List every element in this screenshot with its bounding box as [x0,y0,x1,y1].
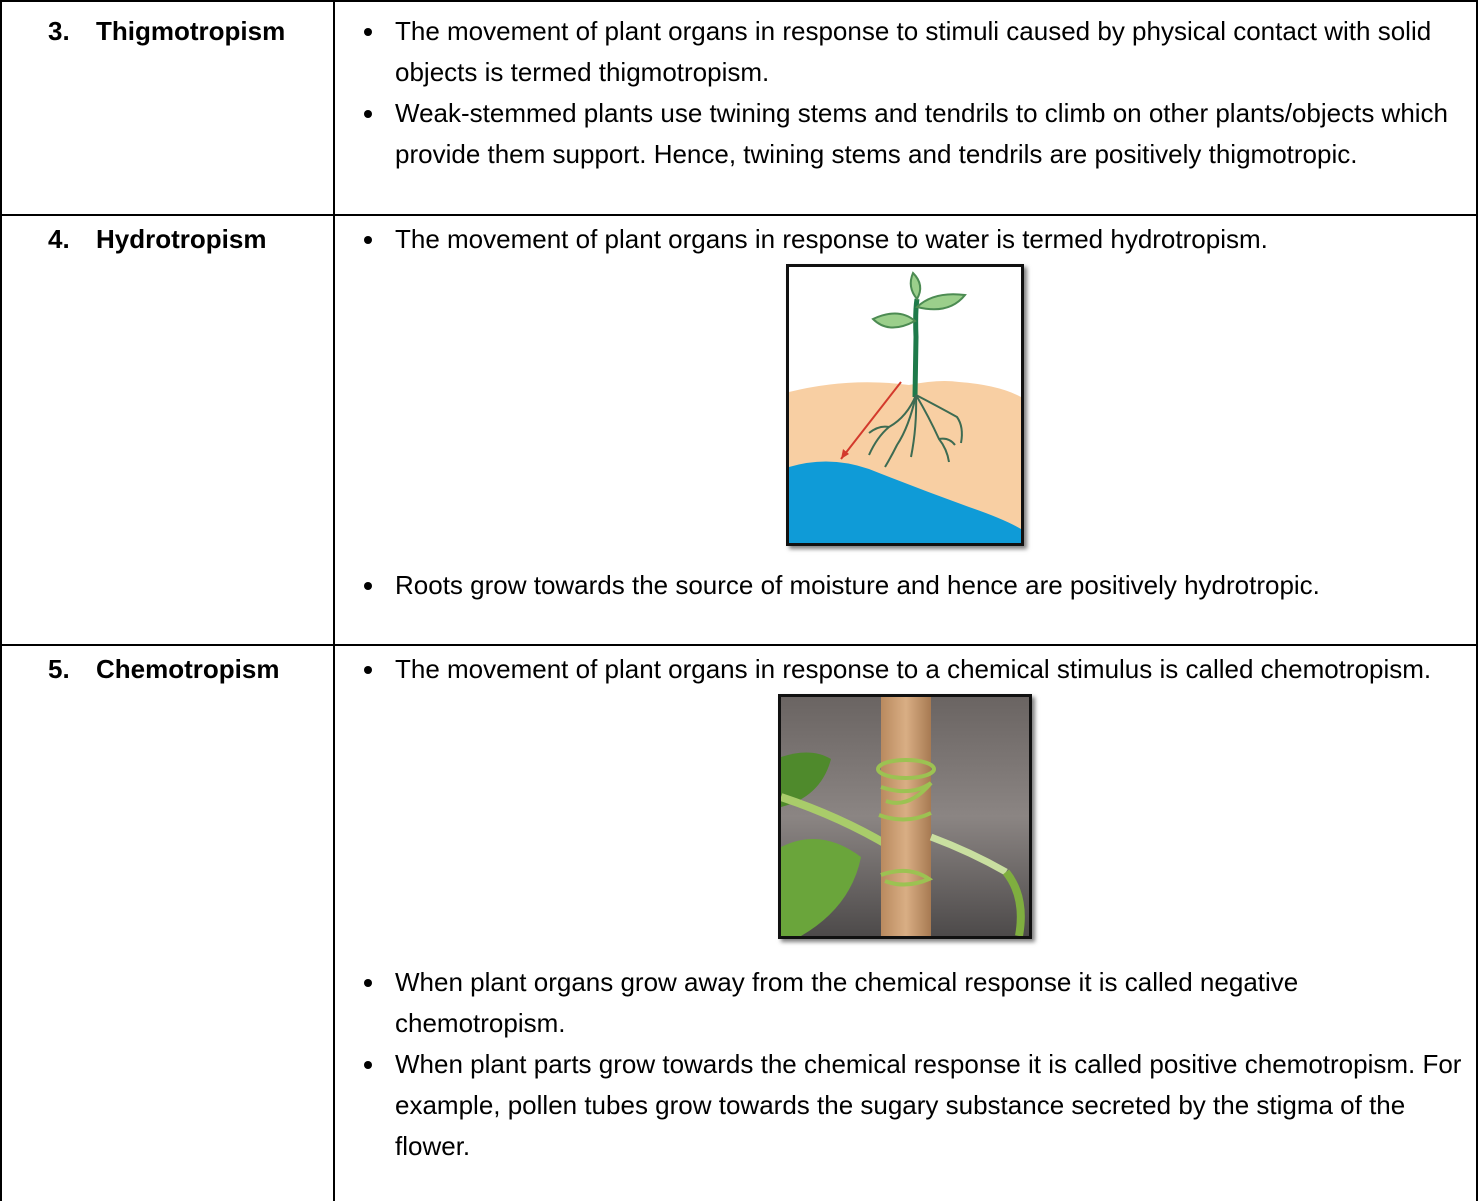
hydrotropism-illustration [786,264,1024,546]
row-divider [1,214,1478,216]
page: 3. Thigmotropism The movement of plant o… [0,0,1483,1201]
bullet-point: The movement of plant organs in response… [395,649,1467,690]
row-number: 5. [48,649,70,690]
table-border [1476,0,1478,1201]
row-description: The movement of plant organs in response… [395,649,1467,1167]
bullet-point: The movement of plant organs in response… [395,219,1467,260]
chemotropism-photo [778,694,1032,939]
row-description: The movement of plant organs in response… [395,11,1467,175]
row-term: Chemotropism [96,649,279,690]
row-description: The movement of plant organs in response… [395,219,1467,606]
table-border [0,0,2,1201]
column-divider [333,0,335,1201]
row-number: 4. [48,219,70,260]
row-term: Thigmotropism [96,11,285,52]
bullet-point: Roots grow towards the source of moistur… [395,565,1467,606]
row-divider [1,644,1478,646]
bullet-point: The movement of plant organs in response… [395,11,1467,93]
row-divider [1,0,1478,2]
row-term: Hydrotropism [96,219,266,260]
bullet-point: When plant parts grow towards the chemic… [395,1044,1467,1167]
bullet-point: When plant organs grow away from the che… [395,962,1467,1044]
row-number: 3. [48,11,70,52]
bullet-point: Weak-stemmed plants use twining stems an… [395,93,1467,175]
